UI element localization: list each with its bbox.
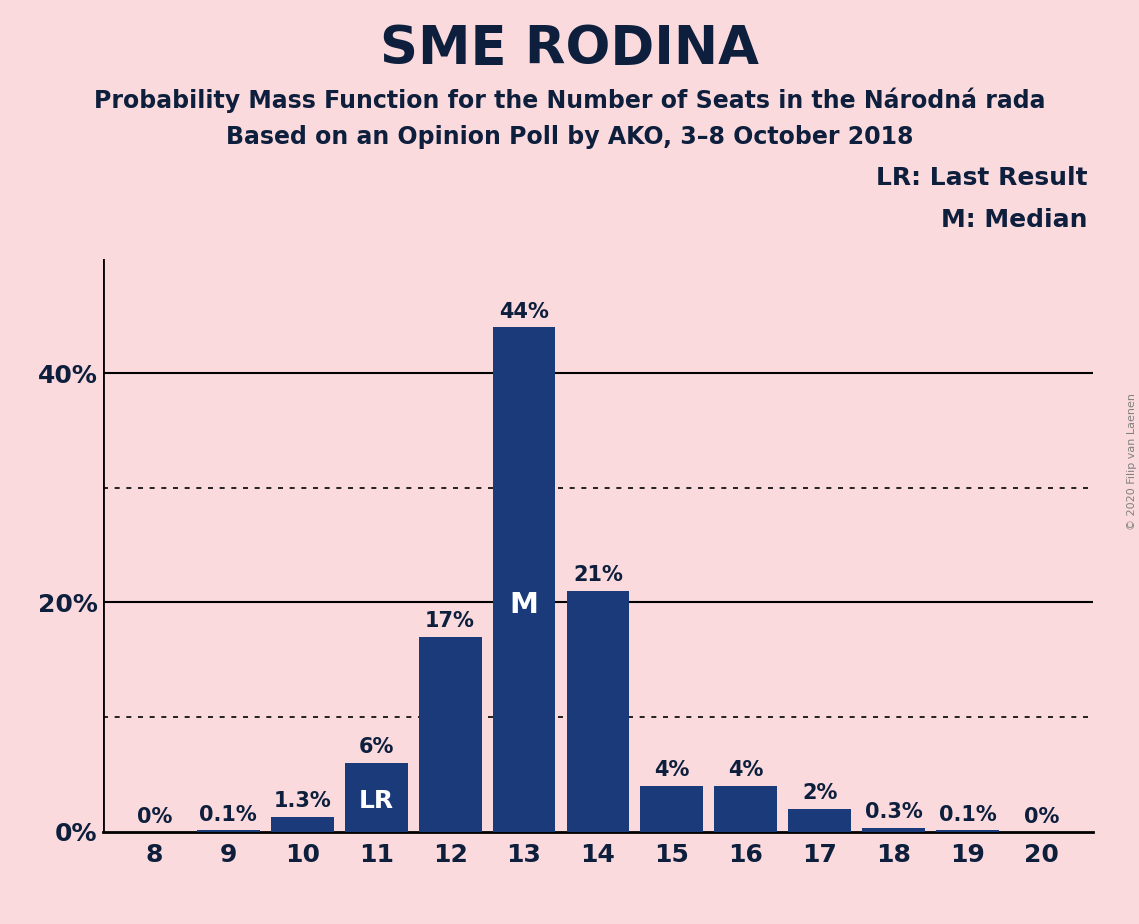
Text: 44%: 44% [499, 302, 549, 322]
Text: LR: LR [359, 789, 394, 813]
Text: 6%: 6% [359, 737, 394, 757]
Bar [271, 817, 334, 832]
Text: 21%: 21% [573, 565, 623, 585]
Text: 2%: 2% [802, 783, 837, 803]
Text: 0.3%: 0.3% [865, 802, 923, 822]
Text: 4%: 4% [654, 760, 689, 780]
Text: 0.1%: 0.1% [199, 805, 257, 825]
Text: LR: Last Result: LR: Last Result [876, 166, 1088, 190]
Bar [419, 637, 482, 832]
Text: SME RODINA: SME RODINA [380, 23, 759, 75]
Bar [788, 808, 851, 832]
Text: Probability Mass Function for the Number of Seats in the Národná rada: Probability Mass Function for the Number… [93, 88, 1046, 114]
Text: 4%: 4% [728, 760, 763, 780]
Text: 17%: 17% [425, 611, 475, 631]
Text: 0%: 0% [1024, 807, 1059, 827]
Bar [345, 763, 408, 832]
Text: M: Median: M: Median [941, 208, 1088, 232]
Bar [862, 828, 925, 832]
Bar [197, 831, 260, 832]
Bar [492, 327, 556, 832]
Bar [936, 831, 999, 832]
Bar [714, 785, 777, 832]
Bar [566, 591, 630, 832]
Text: Based on an Opinion Poll by AKO, 3–8 October 2018: Based on an Opinion Poll by AKO, 3–8 Oct… [226, 125, 913, 149]
Text: M: M [509, 590, 539, 619]
Text: 0.1%: 0.1% [939, 805, 997, 825]
Text: 1.3%: 1.3% [273, 791, 331, 811]
Text: © 2020 Filip van Laenen: © 2020 Filip van Laenen [1126, 394, 1137, 530]
Text: 0%: 0% [137, 807, 172, 827]
Bar [640, 785, 704, 832]
